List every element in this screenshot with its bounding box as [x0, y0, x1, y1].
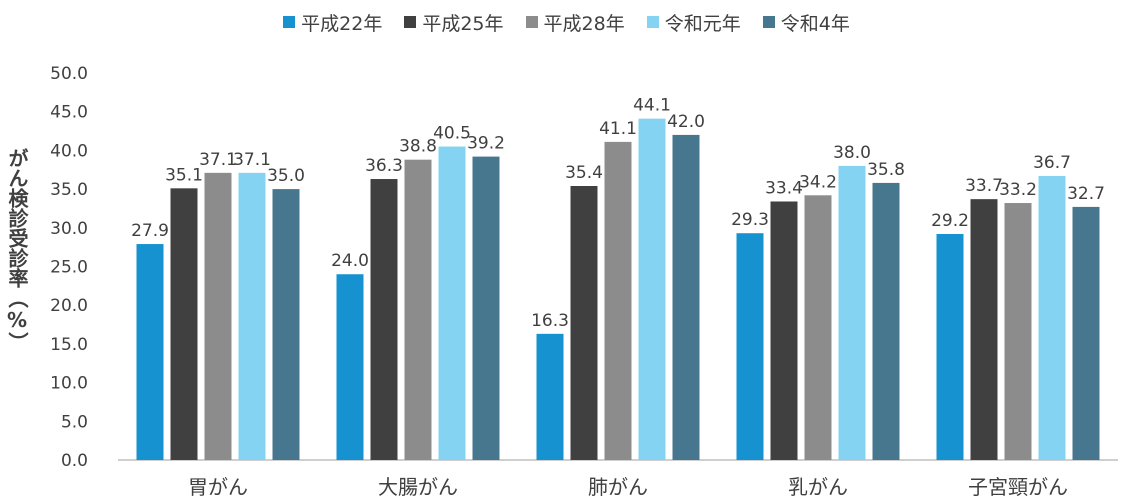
legend-label: 令和4年: [780, 12, 850, 35]
data-label: 16.3: [531, 311, 569, 331]
legend-item: 令和元年: [646, 9, 741, 36]
x-tick-label: 子宮頸がん: [968, 475, 1068, 499]
bar: [438, 146, 466, 460]
bar: [770, 201, 798, 460]
data-label: 35.1: [165, 165, 203, 185]
bar: [404, 159, 432, 461]
bar: [272, 189, 300, 460]
bar: [872, 182, 900, 460]
legend-label: 令和元年: [664, 12, 741, 35]
data-label: 35.4: [565, 163, 603, 183]
data-label: 27.9: [131, 221, 169, 241]
data-label: 44.1: [633, 96, 671, 116]
legend-swatch: [646, 16, 659, 28]
x-tick-label: 肺がん: [588, 475, 648, 499]
legend-swatch: [525, 16, 538, 28]
data-label: 36.7: [1033, 153, 1071, 173]
y-tick-label: 45.0: [50, 103, 88, 123]
bar: [238, 172, 266, 460]
data-label: 38.0: [833, 143, 871, 163]
legend-item: 平成25年: [404, 9, 504, 36]
legend-item: 令和4年: [762, 9, 850, 36]
chart-legend: 平成22年 平成25年 平成28年 令和元年 令和4年: [0, 6, 1133, 38]
bar: [536, 333, 564, 460]
data-label: 41.1: [599, 119, 637, 139]
y-axis-label: がん検診受診率（%）: [5, 148, 29, 352]
data-label: 37.1: [199, 150, 237, 170]
bar: [136, 244, 164, 460]
x-tick-label: 大腸がん: [378, 475, 458, 499]
y-tick-label: 30.0: [50, 219, 88, 239]
bar: [170, 188, 198, 461]
y-tick-label: 40.0: [50, 141, 88, 161]
y-tick-label: 50.0: [50, 64, 88, 84]
data-label: 40.5: [433, 124, 471, 144]
data-label: 33.7: [965, 176, 1003, 196]
legend-swatch: [283, 16, 296, 28]
bar: [936, 233, 964, 460]
legend-item: 平成22年: [283, 9, 382, 36]
bar: [970, 199, 998, 461]
bar: [838, 165, 866, 460]
legend-label: 平成22年: [301, 12, 383, 35]
data-label: 39.2: [467, 134, 505, 154]
bar: [1072, 206, 1100, 460]
data-label: 38.8: [399, 137, 437, 157]
y-tick-label: 0.0: [61, 451, 88, 471]
bar: [336, 274, 364, 460]
legend-label: 平成28年: [543, 12, 625, 35]
data-label: 37.1: [233, 150, 271, 170]
x-tick-label: 胃がん: [188, 475, 248, 499]
bar: [204, 172, 232, 460]
data-label: 24.0: [331, 251, 369, 271]
bar: [672, 134, 700, 461]
legend-swatch: [404, 16, 417, 28]
data-label: 33.4: [765, 178, 803, 198]
data-label: 33.2: [999, 180, 1037, 200]
legend-swatch: [762, 16, 775, 28]
bar: [736, 233, 764, 460]
data-label: 32.7: [1067, 184, 1105, 204]
data-label: 29.3: [731, 210, 769, 230]
data-label: 29.2: [931, 211, 969, 231]
data-label: 35.0: [267, 166, 305, 186]
bar: [1004, 203, 1032, 461]
bar: [472, 156, 500, 461]
y-tick-label: 25.0: [50, 258, 88, 278]
bar: [804, 195, 832, 461]
bar: [570, 186, 598, 460]
bar: [638, 118, 666, 460]
data-label: 36.3: [365, 156, 403, 176]
bar: [1038, 175, 1066, 460]
bar: [604, 141, 632, 461]
y-tick-label: 20.0: [50, 296, 88, 316]
data-label: 42.0: [667, 112, 705, 132]
legend-item: 平成28年: [525, 9, 625, 36]
bar: [370, 179, 398, 460]
y-tick-label: 15.0: [50, 335, 88, 355]
x-tick-label: 乳がん: [788, 475, 848, 499]
data-label: 34.2: [799, 172, 837, 192]
legend-label: 平成25年: [422, 12, 504, 35]
y-tick-label: 5.0: [61, 412, 88, 432]
data-label: 35.8: [867, 160, 905, 180]
y-tick-label: 35.0: [50, 180, 88, 200]
y-tick-label: 10.0: [50, 374, 88, 394]
